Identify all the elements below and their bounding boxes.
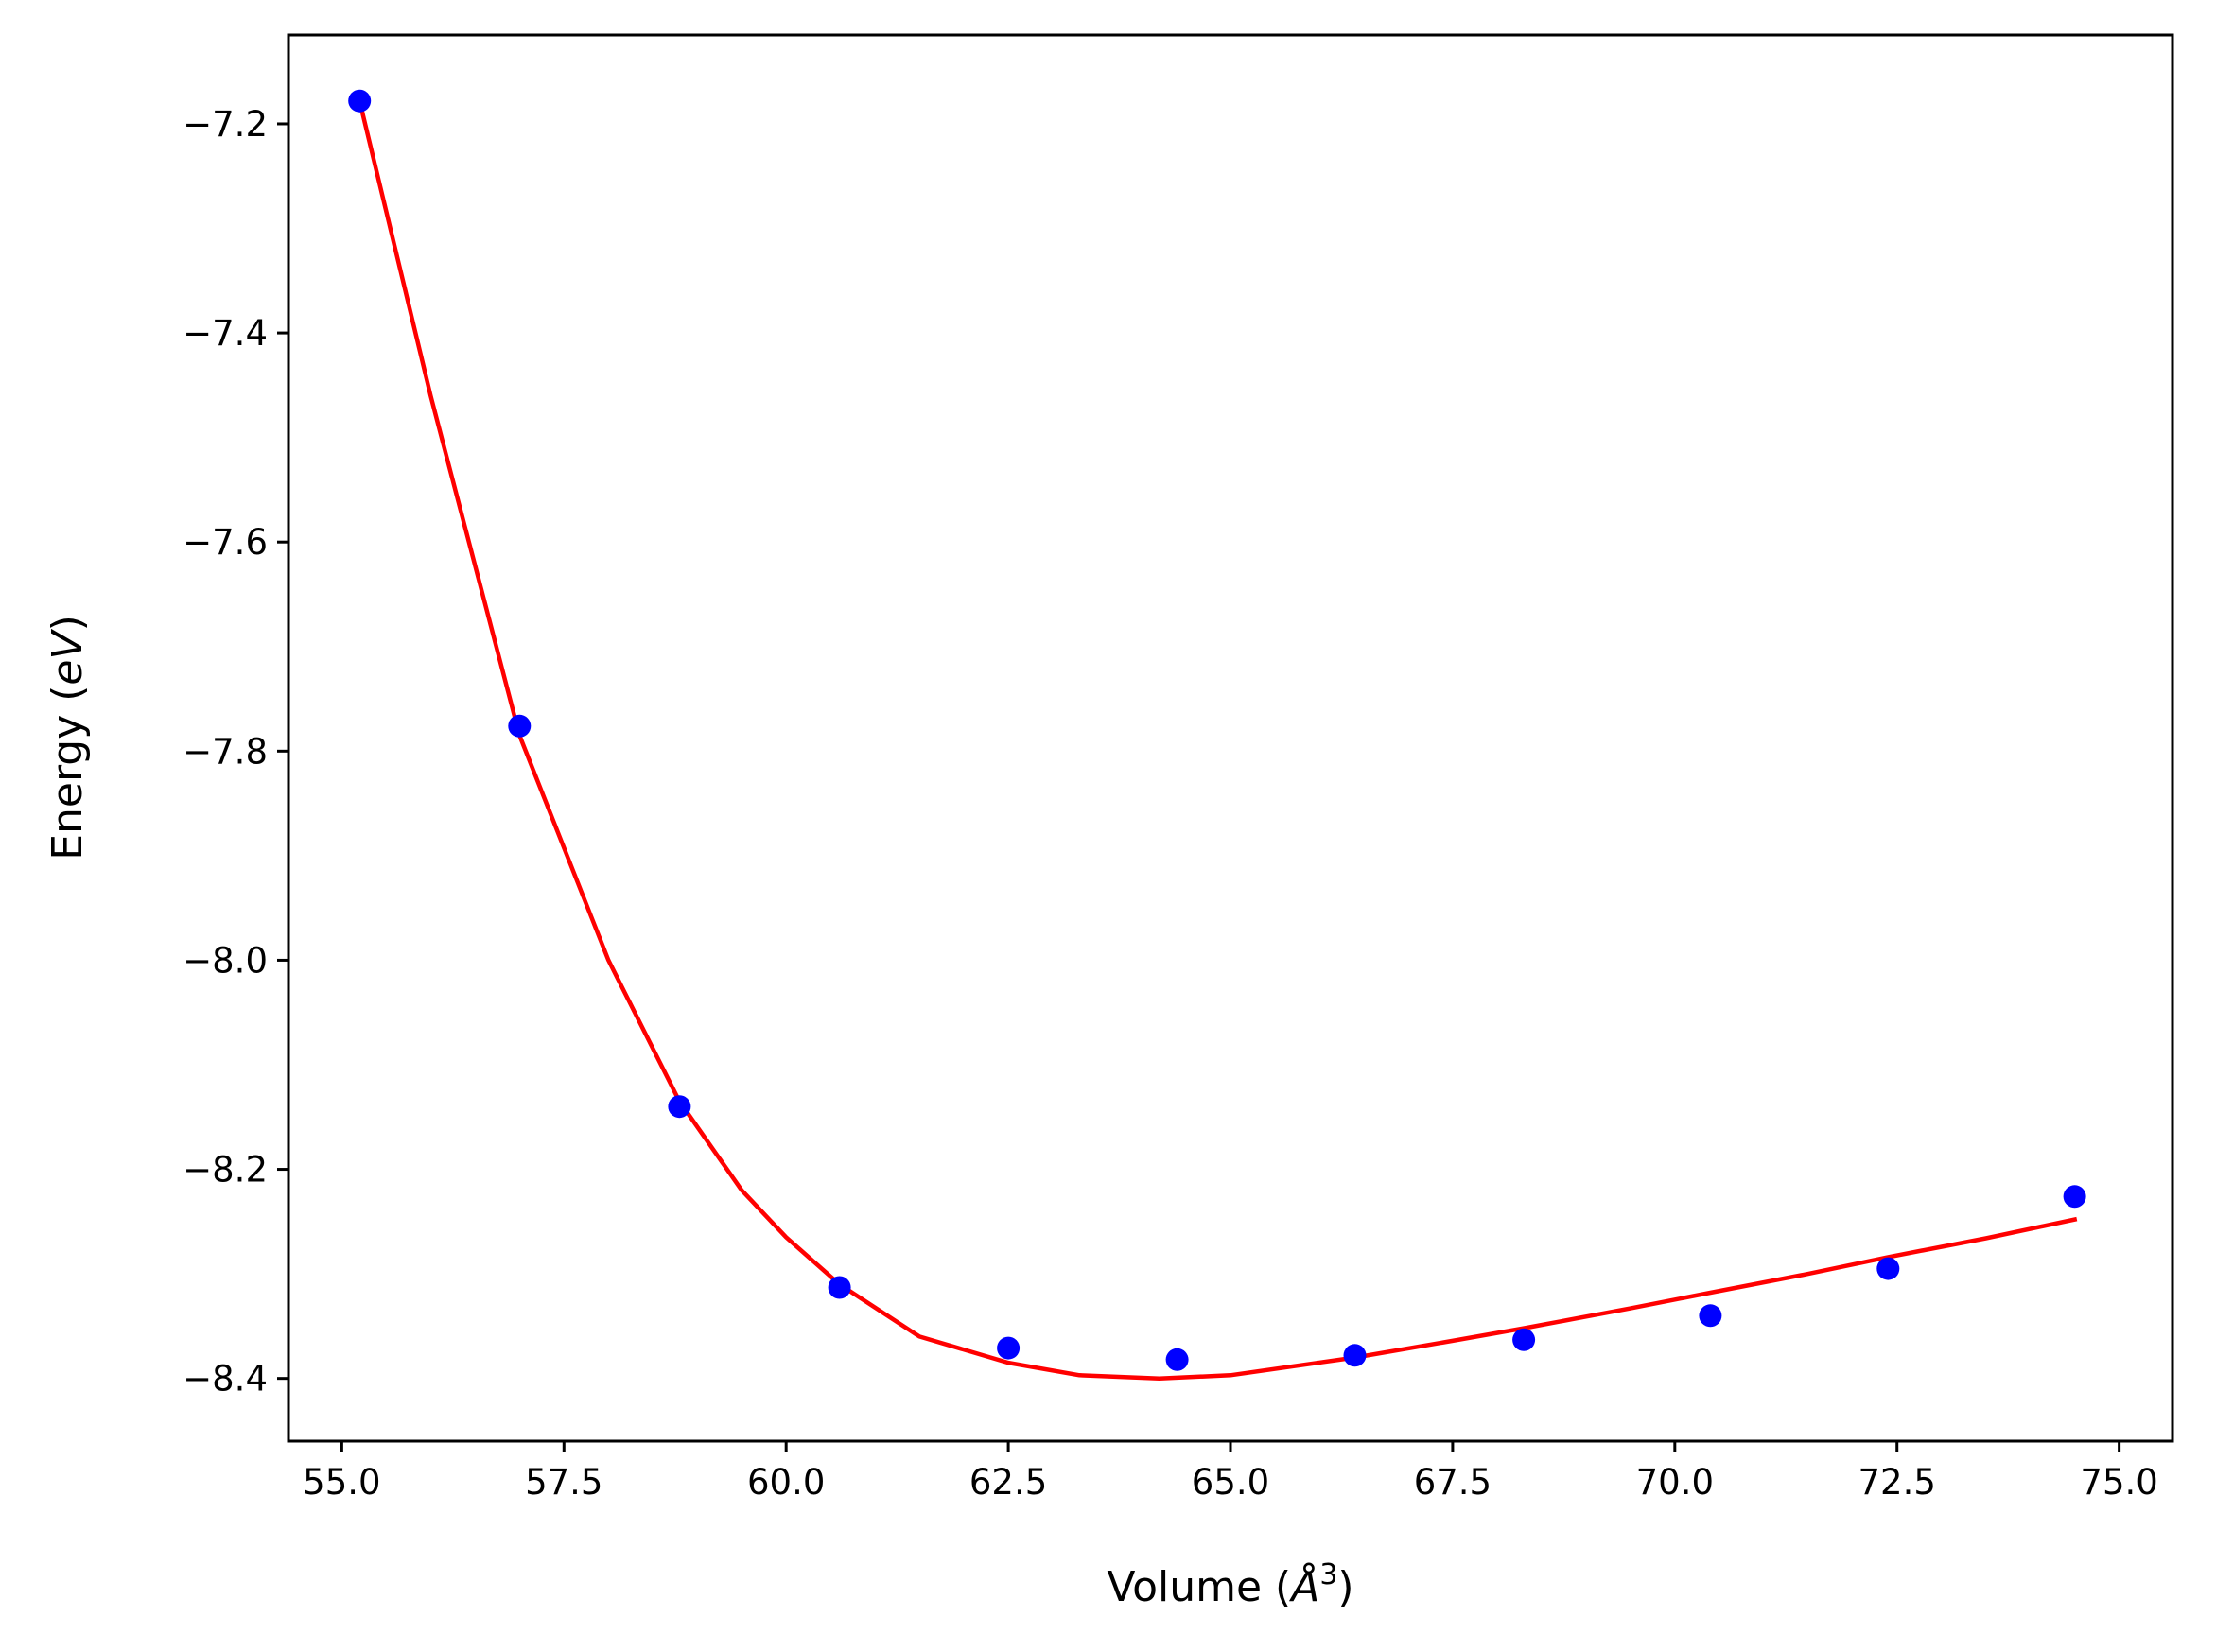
x-tick-label: 70.0	[1636, 1462, 1714, 1503]
x-tick-label: 62.5	[969, 1462, 1047, 1503]
x-axis-label: Volume (Å3)	[1107, 1558, 1353, 1611]
x-tick-label: 55.0	[303, 1462, 380, 1503]
data-point	[828, 1276, 851, 1299]
y-tick-label: −7.8	[183, 731, 268, 772]
x-tick-label: 65.0	[1192, 1462, 1269, 1503]
data-point	[508, 714, 532, 738]
data-point	[1165, 1348, 1189, 1371]
x-tick-label: 75.0	[2080, 1462, 2157, 1503]
x-tick-label: 57.5	[525, 1462, 602, 1503]
y-tick-label: −8.0	[183, 940, 268, 981]
y-axis-label: Energy (eV)	[44, 615, 92, 861]
data-point	[1343, 1344, 1367, 1367]
x-tick-label: 72.5	[1858, 1462, 1936, 1503]
x-tick-label: 67.5	[1414, 1462, 1492, 1503]
x-tick-label: 60.0	[747, 1462, 825, 1503]
y-tick-label: −8.4	[183, 1359, 268, 1400]
plot-marks	[348, 89, 2086, 1381]
fit-curve-line	[357, 97, 2078, 1381]
y-tick-label: −7.6	[183, 522, 268, 563]
data-point	[997, 1336, 1021, 1360]
data-point	[1876, 1257, 1900, 1280]
y-axis-ticks: −7.2 −7.4 −7.6 −7.8 −8.0 −8.2 −8.4	[183, 104, 288, 1400]
data-point	[2063, 1185, 2086, 1209]
data-point	[348, 89, 372, 113]
x-axis-ticks: 55.0 57.5 60.0 62.5 65.0 67.5 70.0 72.5 75.0	[303, 1441, 2158, 1503]
y-tick-label: −8.2	[183, 1150, 268, 1191]
data-point	[1512, 1328, 1536, 1351]
y-tick-label: −7.4	[183, 313, 268, 354]
data-point	[1699, 1304, 1722, 1328]
y-tick-label: −7.2	[183, 104, 268, 145]
data-point	[668, 1095, 691, 1119]
